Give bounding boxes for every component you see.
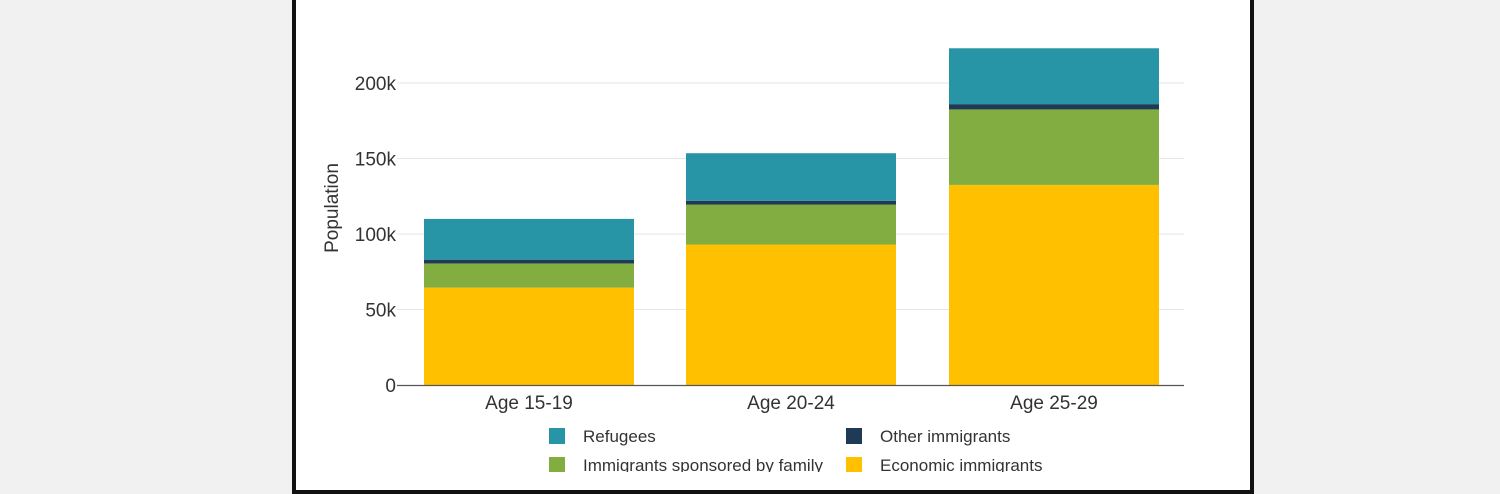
bar-segment-other-immigrants — [686, 200, 896, 205]
y-tick-label: 150k — [355, 150, 397, 171]
legend-swatch — [549, 428, 565, 444]
bar-segment-economic-immigrants — [424, 287, 634, 385]
y-tick-labels: 0 50k 100k 150k 200k — [355, 74, 397, 397]
y-tick-label: 50k — [365, 301, 396, 322]
bar-segment-immigrants-sponsored-by-family — [949, 109, 1159, 185]
bar-segment-refugees — [949, 48, 1159, 105]
legend-label: Other immigrants — [880, 427, 1010, 446]
y-axis-title: Population — [322, 163, 343, 253]
y-tick-label: 0 — [385, 376, 396, 397]
y-tick-label: 200k — [355, 74, 397, 95]
y-tick-label: 100k — [355, 225, 397, 246]
legend-label: Economic immigrants — [880, 456, 1043, 472]
bars — [424, 48, 1159, 385]
bar-segment-economic-immigrants — [949, 184, 1159, 385]
legend-label: Immigrants sponsored by family — [583, 456, 823, 472]
x-tick-label: Age 15-19 — [485, 393, 573, 414]
bar-segment-immigrants-sponsored-by-family — [686, 204, 896, 245]
stacked-bar-chart: 0 50k 100k 150k 200k Age 15-19 Age 20-24 Age 2… — [322, 48, 1184, 472]
legend-swatch — [549, 457, 565, 472]
bar-segment-refugees — [686, 153, 896, 201]
bar-segment-other-immigrants — [949, 104, 1159, 110]
x-tick-label: Age 25-29 — [1010, 393, 1098, 414]
legend-label: Refugees — [583, 427, 656, 446]
x-tick-labels: Age 15-19 Age 20-24 Age 25-29 — [485, 393, 1098, 414]
legend-swatch — [846, 457, 862, 472]
legend-swatch — [846, 428, 862, 444]
bar-segment-immigrants-sponsored-by-family — [424, 263, 634, 288]
bar-segment-economic-immigrants — [686, 244, 896, 385]
bar-segment-refugees — [424, 218, 634, 260]
bar-segment-other-immigrants — [424, 259, 634, 264]
x-tick-label: Age 20-24 — [747, 393, 835, 414]
legend: Refugees Other immigrants Immigrants spons… — [549, 427, 1043, 472]
